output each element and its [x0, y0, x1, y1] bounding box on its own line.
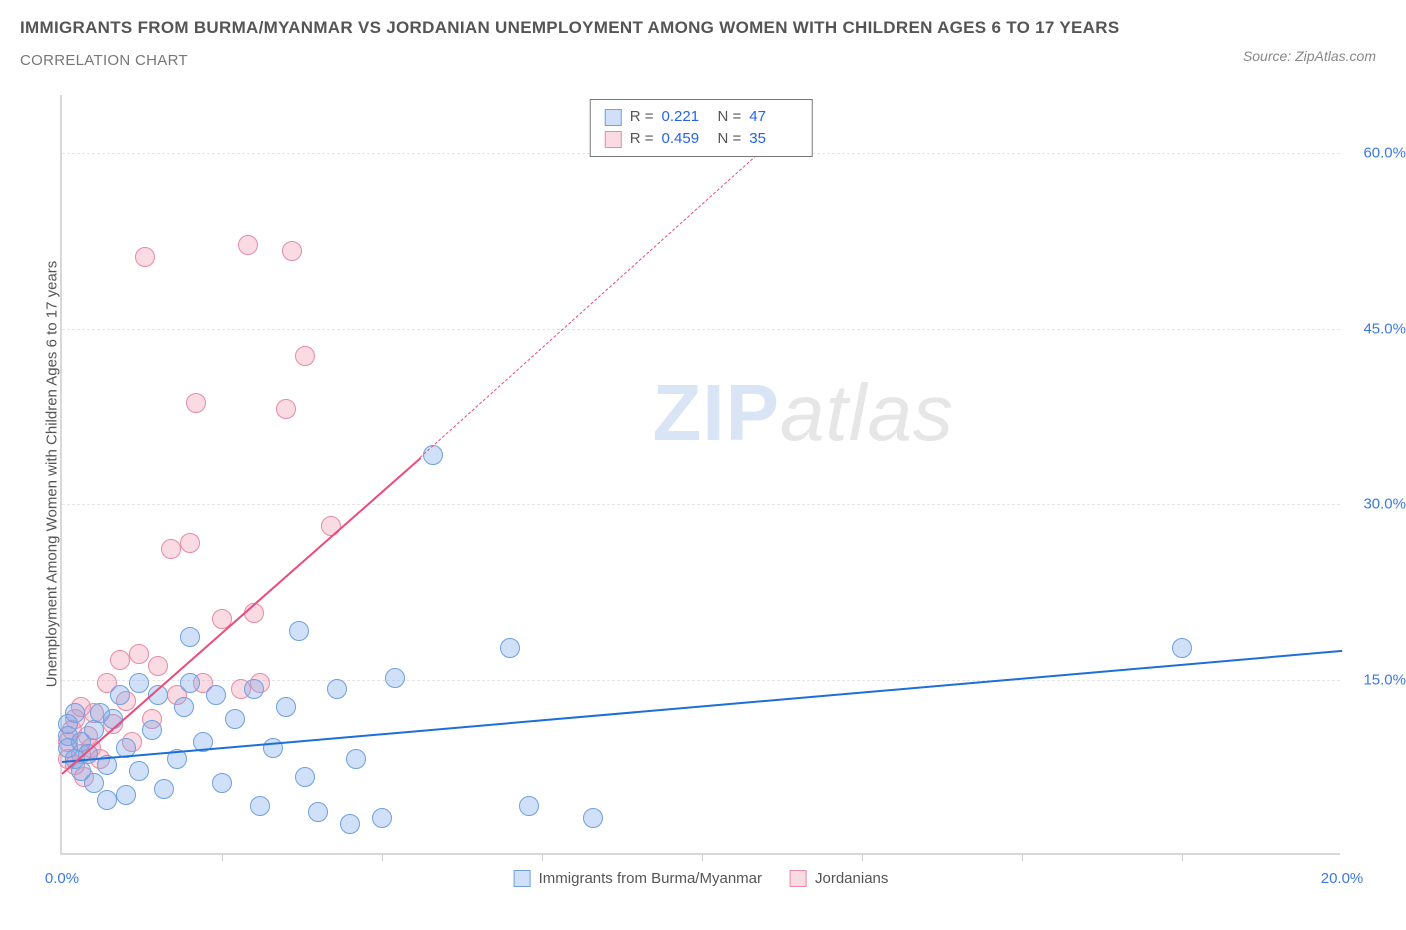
point-burma: [500, 638, 520, 658]
point-burma: [97, 790, 117, 810]
point-burma: [129, 761, 149, 781]
point-burma: [142, 720, 162, 740]
point-burma: [129, 673, 149, 693]
trendline-jordanians-extrap: [420, 119, 798, 459]
trendline-jordanians: [61, 458, 421, 775]
legend-n-b: 35: [749, 128, 797, 150]
chart-title: IMMIGRANTS FROM BURMA/MYANMAR VS JORDANI…: [20, 18, 1386, 38]
legend-row-b: R = 0.459 N = 35: [605, 128, 798, 150]
swatch-series-a: [514, 870, 531, 887]
point-burma: [110, 685, 130, 705]
swatch-series-b: [790, 870, 807, 887]
point-burma: [423, 445, 443, 465]
trendline-burma: [62, 650, 1342, 763]
legend-n-label: N =: [718, 128, 742, 150]
gridline: [62, 329, 1340, 330]
x-tick: [222, 853, 223, 861]
point-jordanians: [148, 656, 168, 676]
x-tick: [702, 853, 703, 861]
point-burma: [1172, 638, 1192, 658]
point-jordanians: [135, 247, 155, 267]
point-burma: [276, 697, 296, 717]
point-jordanians: [129, 644, 149, 664]
point-burma: [295, 767, 315, 787]
point-jordanians: [161, 539, 181, 559]
watermark: ZIPatlas: [653, 367, 954, 459]
plot-area: Unemployment Among Women with Children A…: [60, 95, 1340, 855]
point-burma: [244, 679, 264, 699]
legend-r-label: R =: [630, 128, 654, 150]
x-tick-label: 20.0%: [1321, 870, 1364, 887]
legend-n-a: 47: [749, 106, 797, 128]
point-jordanians: [238, 235, 258, 255]
point-burma: [154, 779, 174, 799]
point-burma: [327, 679, 347, 699]
x-tick: [542, 853, 543, 861]
source-label: Source: ZipAtlas.com: [1243, 48, 1376, 64]
point-burma: [116, 785, 136, 805]
legend-r-label: R =: [630, 106, 654, 128]
point-burma: [519, 796, 539, 816]
point-burma: [372, 808, 392, 828]
legend-row-a: R = 0.221 N = 47: [605, 106, 798, 128]
point-jordanians: [282, 241, 302, 261]
point-burma: [340, 814, 360, 834]
x-tick: [1182, 853, 1183, 861]
chart-subtitle: CORRELATION CHART: [20, 52, 1386, 69]
legend-r-a: 0.221: [662, 106, 710, 128]
point-burma: [103, 709, 123, 729]
legend-item-a: Immigrants from Burma/Myanmar: [514, 870, 762, 887]
point-jordanians: [110, 650, 130, 670]
y-tick-label: 60.0%: [1363, 145, 1406, 162]
point-burma: [308, 802, 328, 822]
gridline: [62, 504, 1340, 505]
point-burma: [250, 796, 270, 816]
point-burma: [180, 627, 200, 647]
point-burma: [289, 621, 309, 641]
x-tick: [862, 853, 863, 861]
swatch-series-b: [605, 131, 622, 148]
legend-r-b: 0.459: [662, 128, 710, 150]
point-burma: [263, 738, 283, 758]
point-burma: [65, 703, 85, 723]
y-tick-label: 30.0%: [1363, 496, 1406, 513]
point-jordanians: [186, 393, 206, 413]
point-burma: [385, 668, 405, 688]
swatch-series-a: [605, 109, 622, 126]
point-burma: [180, 673, 200, 693]
point-jordanians: [276, 399, 296, 419]
point-burma: [225, 709, 245, 729]
point-jordanians: [295, 346, 315, 366]
x-tick: [382, 853, 383, 861]
y-tick-label: 15.0%: [1363, 671, 1406, 688]
x-tick-label: 0.0%: [45, 870, 79, 887]
point-burma: [346, 749, 366, 769]
point-jordanians: [321, 516, 341, 536]
chart-container: Unemployment Among Women with Children A…: [20, 95, 1380, 895]
x-tick: [1022, 853, 1023, 861]
point-jordanians: [180, 533, 200, 553]
point-burma: [206, 685, 226, 705]
legend-series: Immigrants from Burma/Myanmar Jordanians: [514, 870, 889, 887]
y-tick-label: 45.0%: [1363, 320, 1406, 337]
legend-label-b: Jordanians: [815, 870, 888, 887]
y-axis-title: Unemployment Among Women with Children A…: [44, 261, 61, 688]
point-burma: [174, 697, 194, 717]
point-burma: [84, 773, 104, 793]
point-burma: [212, 773, 232, 793]
watermark-atlas: atlas: [780, 368, 954, 457]
watermark-zip: ZIP: [653, 368, 780, 457]
legend-n-label: N =: [718, 106, 742, 128]
legend-label-a: Immigrants from Burma/Myanmar: [539, 870, 762, 887]
legend-correlation: R = 0.221 N = 47 R = 0.459 N = 35: [590, 99, 813, 157]
point-jordanians: [244, 603, 264, 623]
point-burma: [583, 808, 603, 828]
legend-item-b: Jordanians: [790, 870, 888, 887]
